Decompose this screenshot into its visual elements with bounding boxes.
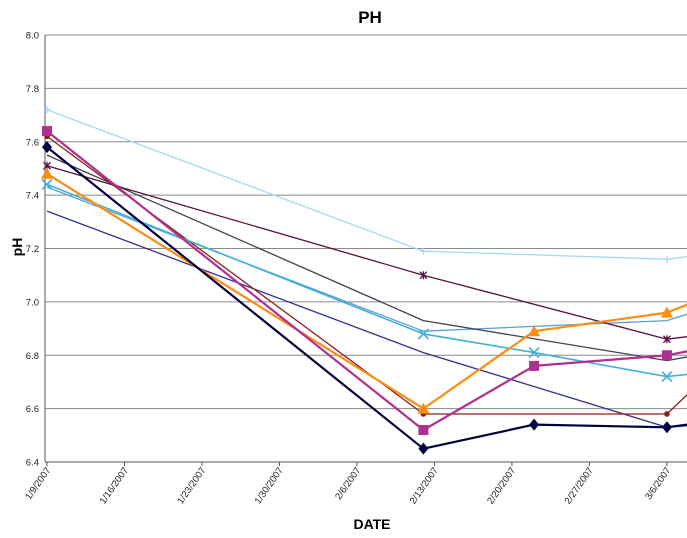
series-1 (42, 141, 687, 455)
data-point (529, 360, 540, 371)
data-point (41, 167, 53, 179)
data-point (663, 255, 671, 263)
data-point (419, 271, 428, 280)
x-tick-label: 1/23/2007 (175, 465, 208, 506)
chart-title: PH (358, 8, 382, 27)
y-tick-label: 6.8 (26, 351, 39, 362)
series-line (46, 146, 687, 450)
x-axis-ticks: 1/9/2007 1/16/2007 1/23/2007 1/30/2007 2/6/2… (23, 462, 673, 506)
x-axis-label: DATE (353, 516, 390, 532)
data-point (418, 442, 429, 455)
x-tick-label: 2/6/2007 (333, 465, 363, 502)
data-point (419, 247, 427, 255)
series-line (46, 154, 687, 362)
y-tick-label: 7.8 (26, 84, 39, 95)
x-tick-label: 2/27/2007 (563, 465, 596, 506)
series-5 (44, 133, 687, 417)
gridlines (44, 34, 687, 463)
x-tick-label: 2/13/2007 (408, 465, 441, 506)
y-axis-ticks: 6.4 6.6 6.8 7.0 7.2 7.4 7.6 7.8 8.0 (26, 31, 39, 469)
series-8 (46, 186, 687, 332)
data-point (42, 141, 52, 154)
y-tick-label: 7.0 (26, 297, 39, 308)
y-tick-label: 7.4 (26, 191, 39, 202)
data-point (529, 418, 540, 431)
data-point (417, 328, 429, 340)
data-point (41, 178, 53, 191)
data-point (662, 335, 671, 344)
series-line (46, 130, 687, 432)
series-6 (43, 161, 687, 344)
data-point (661, 350, 672, 361)
y-tick-label: 7.6 (26, 137, 39, 148)
data-point (661, 421, 672, 434)
data-point (418, 424, 429, 435)
series-line (46, 172, 687, 410)
series-3 (41, 167, 687, 414)
series-2 (42, 126, 687, 435)
data-point (661, 371, 673, 383)
series-7 (43, 106, 687, 263)
x-tick-label: 1/9/2007 (23, 465, 53, 502)
series-4 (41, 178, 687, 383)
x-tick-label: 1/30/2007 (253, 465, 286, 506)
x-tick-label: 1/16/2007 (98, 465, 131, 506)
data-series (41, 106, 687, 455)
series-9 (46, 154, 687, 362)
x-tick-label: 3/6/2007 (643, 465, 673, 502)
data-point (664, 411, 670, 417)
y-tick-label: 6.4 (26, 458, 39, 469)
y-tick-label: 6.6 (26, 404, 39, 415)
x-tick-label: 2/20/2007 (485, 465, 518, 506)
series-line (46, 165, 687, 340)
series-line (46, 109, 687, 260)
series-line (46, 183, 687, 378)
data-point (42, 126, 52, 137)
data-point (43, 106, 51, 114)
data-point (528, 347, 540, 359)
data-point (660, 306, 673, 318)
series-line (46, 186, 687, 332)
data-point (417, 402, 430, 414)
data-point (528, 325, 541, 337)
y-tick-label: 8.0 (26, 31, 39, 42)
y-tick-label: 7.2 (26, 244, 39, 255)
y-axis-label: pH (9, 238, 25, 257)
